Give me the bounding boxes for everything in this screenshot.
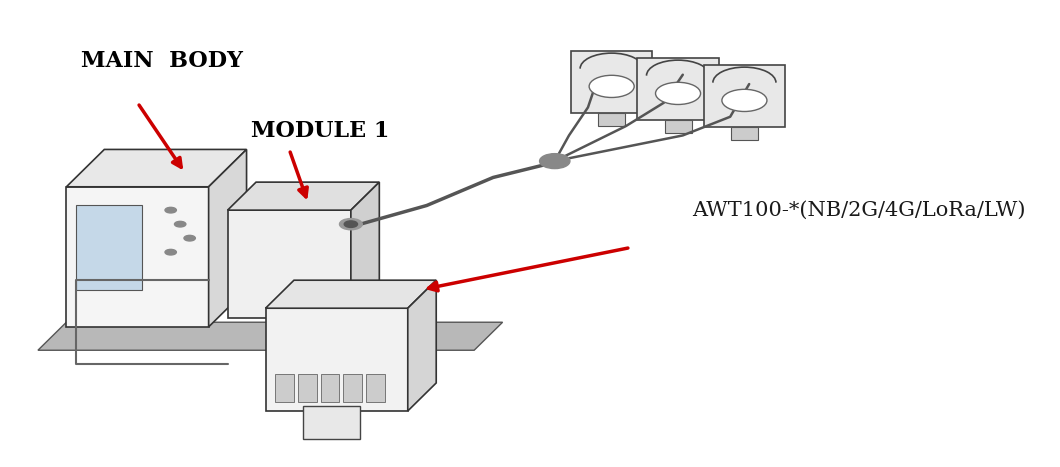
Polygon shape [571, 51, 652, 113]
Polygon shape [704, 65, 785, 127]
Text: MODULE 1: MODULE 1 [251, 120, 390, 142]
Polygon shape [275, 374, 294, 402]
Polygon shape [209, 149, 247, 327]
Polygon shape [228, 182, 379, 210]
Circle shape [175, 221, 186, 227]
Polygon shape [228, 210, 351, 318]
Circle shape [339, 219, 363, 230]
Circle shape [165, 207, 176, 213]
Polygon shape [665, 120, 691, 133]
Text: MAIN  BODY: MAIN BODY [81, 50, 243, 72]
Circle shape [722, 89, 767, 112]
Polygon shape [67, 187, 209, 327]
Polygon shape [38, 322, 502, 350]
Circle shape [540, 154, 570, 169]
Polygon shape [67, 149, 247, 187]
Polygon shape [366, 374, 385, 402]
Circle shape [184, 235, 195, 241]
Circle shape [165, 249, 176, 255]
Polygon shape [298, 374, 317, 402]
Polygon shape [76, 205, 142, 290]
Polygon shape [303, 406, 360, 439]
Circle shape [655, 82, 701, 105]
Polygon shape [265, 280, 437, 308]
Polygon shape [731, 127, 758, 140]
Polygon shape [343, 374, 363, 402]
Circle shape [344, 221, 357, 227]
Polygon shape [265, 308, 408, 411]
Text: AWT100-*(NB/2G/4G/LoRa/LW): AWT100-*(NB/2G/4G/LoRa/LW) [692, 201, 1026, 219]
Polygon shape [598, 113, 625, 126]
Polygon shape [408, 280, 437, 411]
Polygon shape [637, 58, 719, 120]
Polygon shape [351, 182, 379, 318]
Polygon shape [320, 374, 339, 402]
Circle shape [589, 75, 634, 98]
